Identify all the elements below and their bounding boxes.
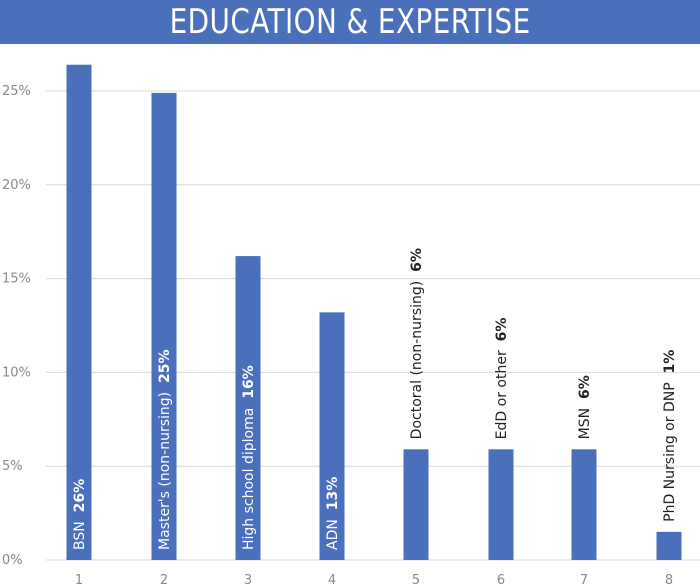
x-tick-label: 4 (328, 573, 336, 587)
y-tick-label: 5% (2, 459, 23, 474)
x-tick-label: 5 (412, 573, 420, 587)
bar-value-label: 16% (241, 365, 257, 399)
bar-category-label: BSN (72, 512, 88, 550)
bar-category-label: Master's (non-nursing) (157, 383, 173, 550)
chart-title: EDUCATION & EXPERTISE (169, 2, 531, 42)
bar-category-label: High school diploma (241, 399, 257, 550)
bar-label: BSN 26% (72, 479, 88, 550)
bar-label: MSN 6% (577, 375, 593, 439)
y-tick-label: 0% (2, 553, 23, 568)
bar (656, 531, 682, 560)
bar-label: Master's (non-nursing) 25% (157, 349, 173, 550)
x-tick-label: 2 (160, 573, 168, 587)
bar-value-label: 6% (577, 375, 593, 399)
y-tick-label: 20% (2, 178, 31, 193)
x-tick-label: 1 (75, 573, 83, 587)
bar (488, 449, 514, 560)
x-tick-label: 6 (497, 573, 505, 587)
bar-category-label: MSN (577, 399, 593, 439)
bar-label: High school diploma 16% (241, 365, 257, 550)
bar-label: ADN 13% (325, 477, 341, 550)
x-tick-label: 3 (244, 573, 252, 587)
bar-label: EdD or other 6% (494, 318, 510, 440)
bar-category-label: PhD Nursing or DNP (662, 373, 678, 521)
bar-value-label: 25% (157, 349, 173, 383)
bar (403, 449, 429, 560)
bar-value-label: 6% (494, 318, 510, 342)
bar-label: Doctoral (non-nursing) 6% (409, 248, 425, 439)
title-banner: EDUCATION & EXPERTISE (0, 0, 700, 44)
bar (151, 92, 177, 560)
y-tick-label: 15% (2, 272, 31, 287)
bar (66, 64, 92, 561)
bar-value-label: 13% (325, 477, 341, 511)
bar-category-label: EdD or other (494, 341, 510, 439)
bar (319, 312, 345, 560)
x-tick-label: 7 (580, 573, 588, 587)
bar-category-label: ADN (325, 510, 341, 550)
bar (571, 449, 597, 560)
y-tick-label: 10% (2, 365, 31, 380)
bar (235, 256, 261, 560)
bar-label: PhD Nursing or DNP 1% (662, 350, 678, 522)
bar-category-label: Doctoral (non-nursing) (409, 272, 425, 439)
y-tick-label: 25% (2, 84, 31, 99)
bar-value-label: 6% (409, 248, 425, 272)
bar-value-label: 26% (72, 479, 88, 513)
x-tick-label: 8 (665, 573, 673, 587)
bar-value-label: 1% (662, 350, 678, 374)
